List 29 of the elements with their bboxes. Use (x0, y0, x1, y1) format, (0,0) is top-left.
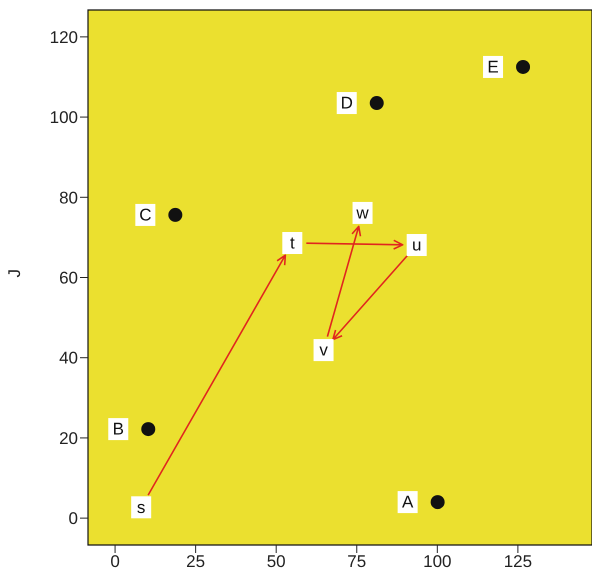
x-tick-label: 125 (504, 552, 532, 572)
data-label: A (402, 492, 414, 512)
data-label: B (112, 420, 124, 439)
point (430, 495, 445, 510)
data-label: C (139, 205, 152, 224)
point (141, 422, 156, 436)
y-tick-label: 80 (59, 188, 78, 208)
y-tick-label: 20 (59, 428, 78, 448)
y-tick-label: 100 (50, 108, 78, 128)
point (168, 208, 182, 222)
annotation: t (290, 234, 295, 253)
x-tick-label: 25 (186, 552, 206, 572)
x-tick-label: 100 (423, 552, 452, 572)
y-tick-label: 120 (50, 28, 78, 47)
y-tick-label: 60 (59, 268, 78, 288)
y-axis-title: J (5, 269, 24, 278)
point (516, 60, 530, 74)
annotation: s (136, 498, 146, 517)
data-label: E (487, 57, 499, 76)
annotation: v (319, 340, 328, 360)
point (370, 96, 384, 110)
x-tick-label: 50 (266, 552, 286, 572)
annotation: w (355, 203, 370, 222)
x-tick-label: 0 (110, 552, 120, 572)
x-tick-label: 75 (347, 552, 366, 572)
y-tick-label: 40 (59, 348, 78, 368)
annotation: u (412, 236, 422, 255)
y-tick-label: 0 (68, 509, 78, 528)
data-label: D (340, 94, 353, 113)
